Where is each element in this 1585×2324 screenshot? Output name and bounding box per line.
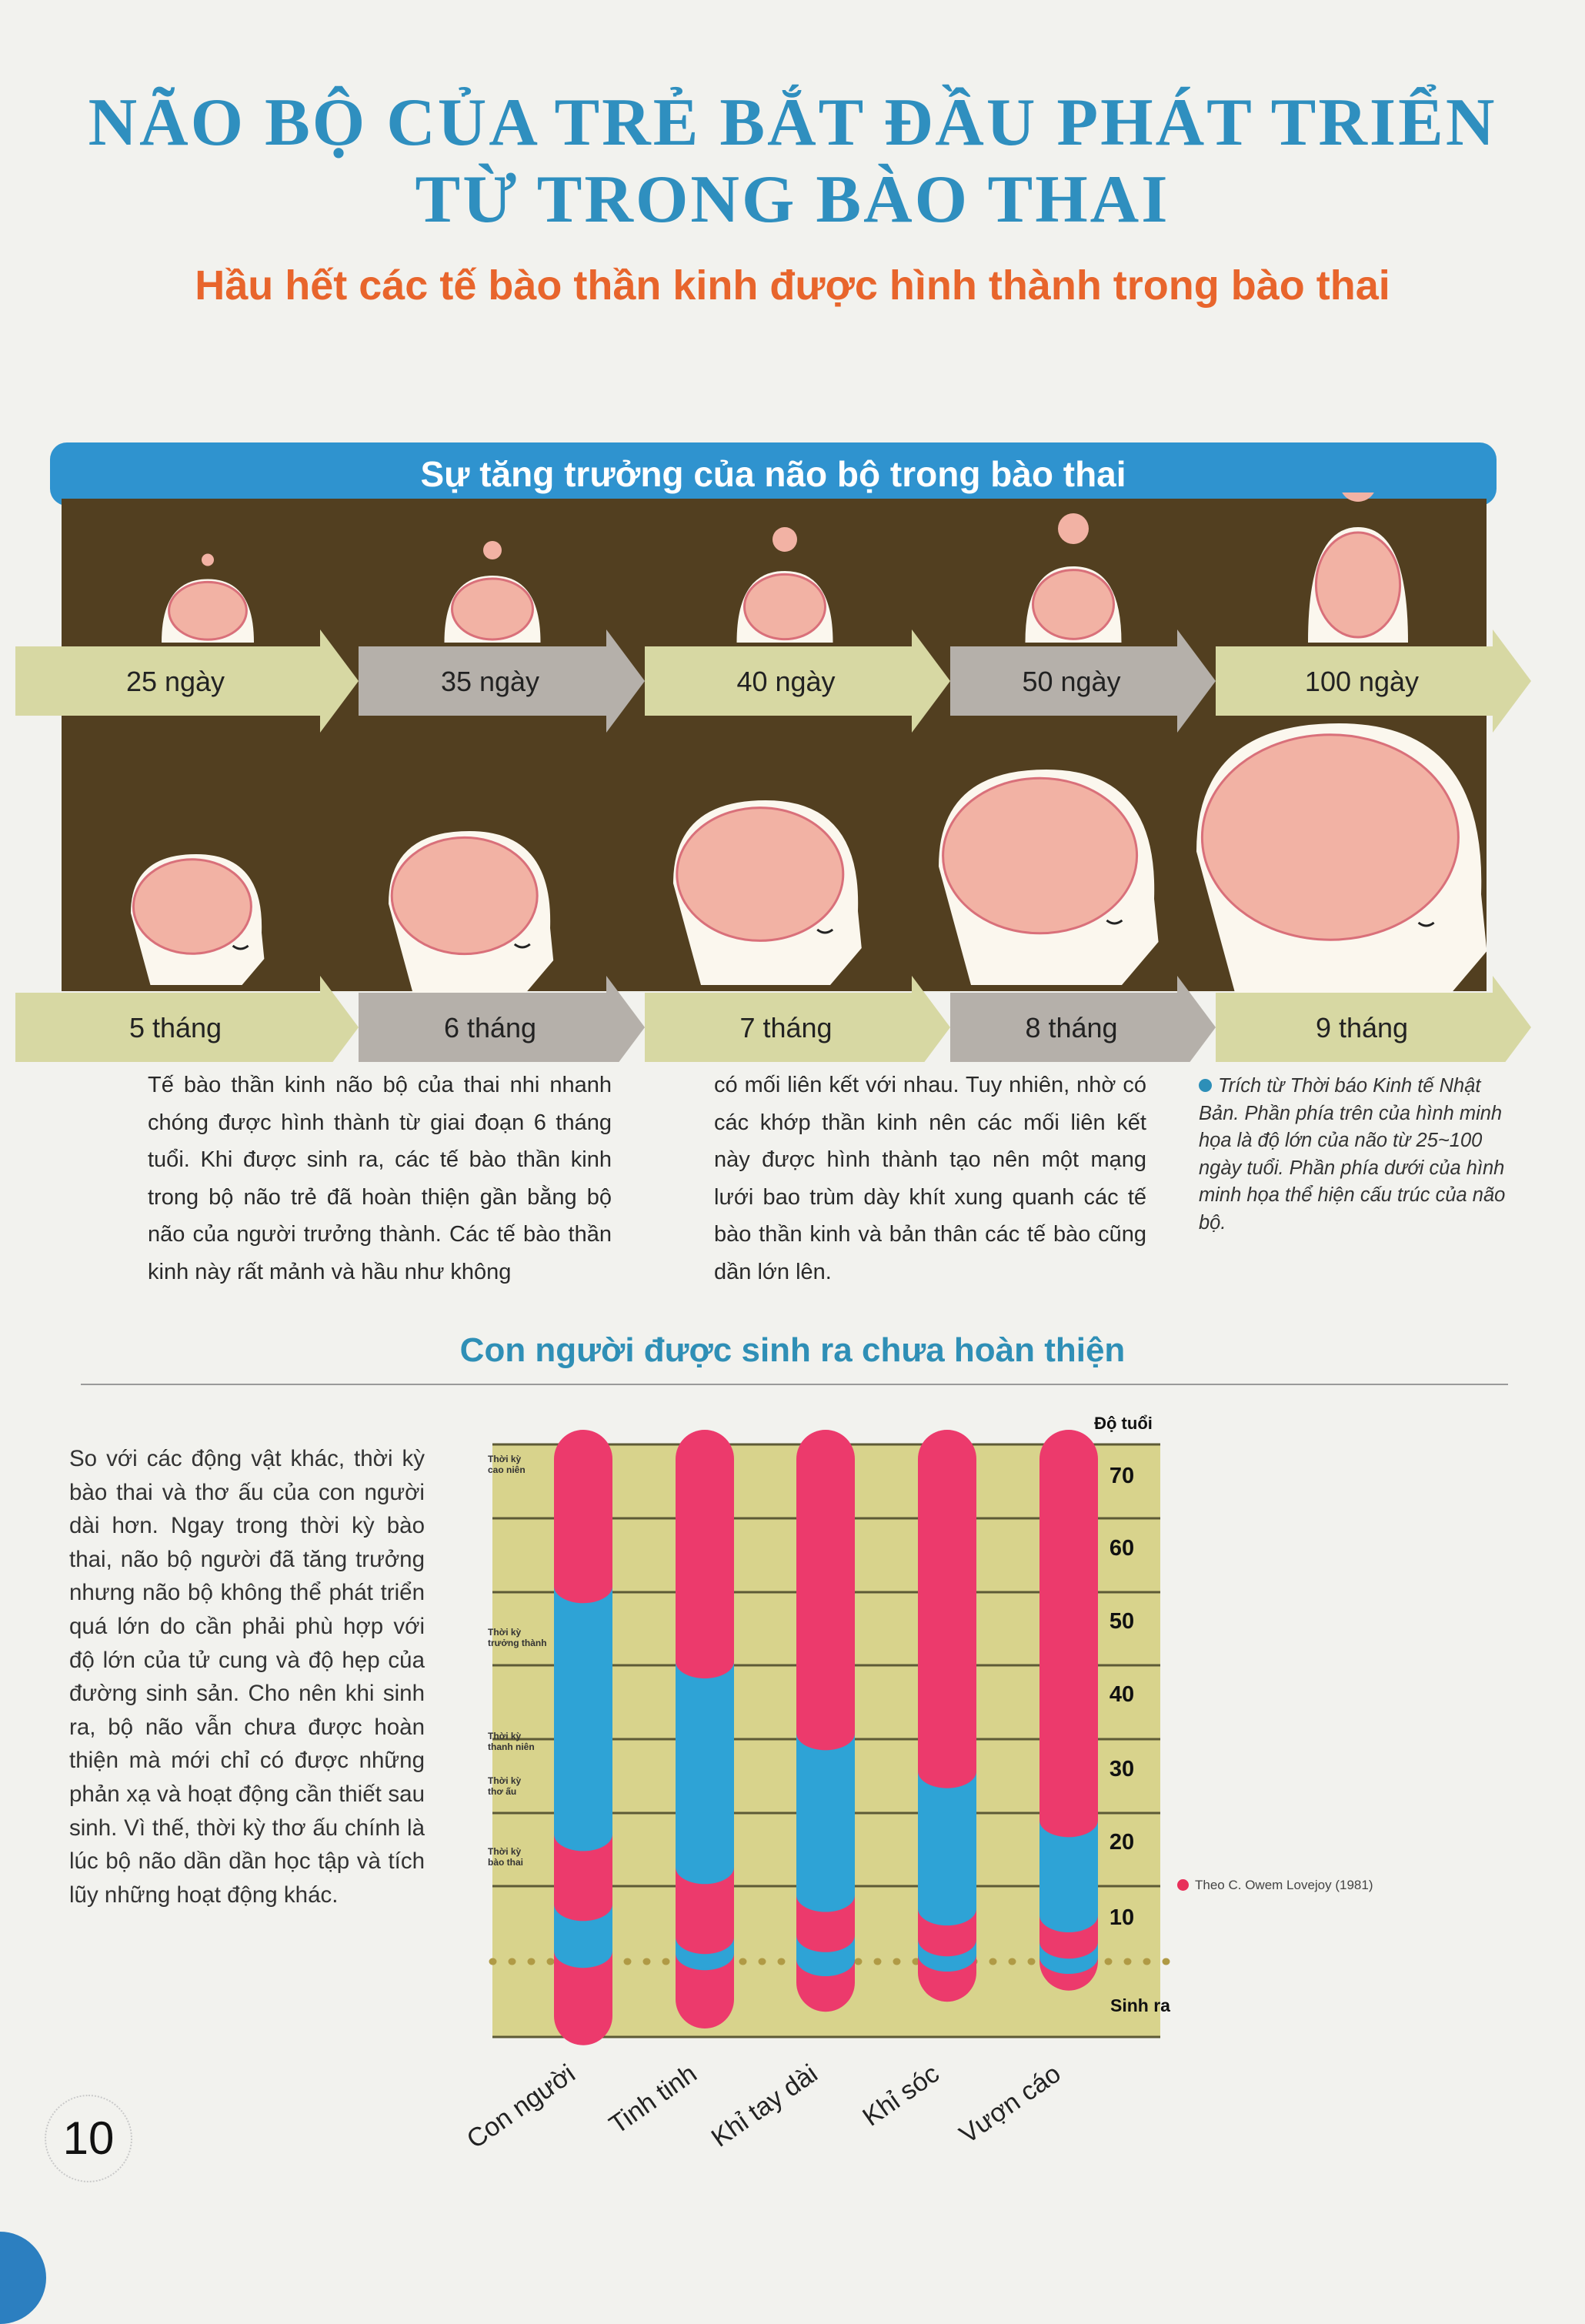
embryo-brain — [451, 577, 534, 641]
bar-segment — [554, 1586, 612, 1852]
embryo-brain — [168, 580, 248, 641]
title-line-1: NÃO BỘ CỦA TRẺ BẮT ĐẦU PHÁT TRIỂN — [88, 85, 1497, 160]
body-column-2: có mối liên kết với nhau. Tuy nhiên, nhờ… — [714, 1073, 1146, 1284]
fetus-brain — [132, 858, 252, 955]
closed-eye-icon — [1106, 919, 1123, 925]
phase-label: Thời kỳ trưởng thành — [488, 1627, 547, 1648]
x-tick-label: Khỉ tay dài — [706, 2059, 823, 2152]
body-column-1: Tế bào thần kinh não bộ của thai nhi nha… — [148, 1073, 612, 1284]
bar-segment — [918, 1430, 976, 1788]
closed-eye-icon — [232, 944, 249, 950]
x-tick-label: Vượn cáo — [954, 2059, 1066, 2149]
fetus-brain — [1200, 733, 1460, 941]
y-tick-label: 20 — [1110, 1830, 1134, 1855]
y-tick-label: 30 — [1110, 1757, 1134, 1781]
bullet-icon — [1177, 1879, 1189, 1891]
arrow-segment — [950, 629, 1216, 733]
bullet-icon — [1199, 1079, 1212, 1092]
bar-segment — [554, 1904, 612, 1968]
embryo-icon — [483, 541, 502, 559]
arrow-segment — [15, 976, 359, 1062]
stage-label: 9 tháng — [1316, 1012, 1408, 1043]
brain-growth-illustration: 25 ngày 35 ngày 40 ngày 50 ngày 100 ngày 5 th… — [15, 493, 1531, 1062]
y-zero-label: Sinh ra — [1110, 1995, 1170, 2015]
embryo-icon — [772, 527, 797, 552]
embryo-brain — [1314, 531, 1402, 639]
embryo-brain — [1032, 569, 1115, 640]
stage-label: 50 ngày — [1022, 666, 1120, 697]
embryo-icon — [1058, 513, 1089, 544]
embryo-icon — [202, 553, 214, 566]
arrow-segment — [359, 976, 645, 1062]
bar-segment — [796, 1733, 855, 1912]
bar-segment — [554, 1430, 612, 1604]
phase-label: Thời kỳ thanh niên — [488, 1731, 535, 1752]
x-tick-label: Tinh tinh — [604, 2059, 702, 2139]
phase-label: Thời kỳ bào thai — [488, 1846, 523, 1868]
stage-label: 100 ngày — [1305, 666, 1419, 697]
section-heading: Con người được sinh ra chưa hoàn thiện — [459, 1331, 1126, 1369]
closed-eye-icon — [816, 928, 834, 934]
arrow-segment — [950, 976, 1216, 1062]
closed-eye-icon — [1417, 921, 1435, 927]
closed-eye-icon — [513, 943, 531, 949]
page-number: 10 — [45, 2095, 132, 2182]
x-tick-label: Khỉ sóc — [857, 2059, 944, 2132]
bar-segment — [676, 1867, 734, 1955]
title-line-2: TỪ TRONG BÀO THAI — [415, 162, 1170, 237]
arrow-segment — [645, 629, 950, 733]
arrow-segment — [15, 629, 359, 733]
stage-label: 40 ngày — [736, 666, 835, 697]
bar-segment — [1039, 1430, 1098, 1838]
fetus-brain — [390, 836, 539, 956]
bar-segment — [676, 1430, 734, 1679]
stage-label: 25 ngày — [126, 666, 225, 697]
section-paragraph: So với các động vật khác, thời kỳ bào th… — [69, 1446, 425, 1908]
section-divider — [81, 1384, 1508, 1385]
bar-segment — [676, 1953, 734, 2028]
stage-label: 7 tháng — [739, 1012, 832, 1043]
bar-segment — [918, 1771, 976, 1926]
y-tick-label: 50 — [1110, 1609, 1134, 1634]
fetus-brain — [676, 806, 845, 942]
arrow-segment — [1216, 629, 1531, 733]
x-tick-label: Con người — [462, 2059, 581, 2154]
stage-label: 35 ngày — [441, 666, 539, 697]
y-tick-label: 40 — [1110, 1682, 1134, 1707]
embryo-icon — [1342, 493, 1374, 502]
fetus-brain — [942, 776, 1139, 935]
caption-text: Trích từ Thời báo Kinh tế Nhật Bản. Phần… — [1199, 1075, 1506, 1234]
figure-caption: Trích từ Thời báo Kinh tế Nhật Bản. Phần… — [1199, 1073, 1507, 1237]
y-tick-label: 70 — [1110, 1464, 1134, 1488]
y-tick-label: 60 — [1110, 1536, 1134, 1561]
bar-segment — [676, 1661, 734, 1885]
arrow-segment — [645, 976, 950, 1062]
bar-segment — [1039, 1820, 1098, 1932]
y-axis-title: Độ tuổi — [1094, 1414, 1153, 1433]
bar-segment — [554, 1951, 612, 2045]
bar-segment — [554, 1834, 612, 1922]
source-text: Theo C. Owem Lovejoy (1981) — [1195, 1878, 1373, 1892]
figure-banner: Sự tăng trưởng của não bộ trong bào thai — [50, 442, 1497, 506]
stage-label: 6 tháng — [444, 1012, 536, 1043]
page-title: NÃO BỘ CỦA TRẺ BẮT ĐẦU PHÁT TRIỂN TỪ TRO… — [0, 85, 1585, 239]
stage-label: 8 tháng — [1025, 1012, 1117, 1043]
page-subtitle: Hầu hết các tế bào thần kinh được hình t… — [195, 262, 1390, 309]
arrow-segment — [359, 629, 645, 733]
chart-source: Theo C. Owem Lovejoy (1981) — [1177, 1878, 1373, 1893]
embryo-brain — [743, 573, 826, 641]
y-tick-label: 10 — [1110, 1905, 1134, 1930]
phase-label: Thời kỳ thơ ấu — [488, 1775, 522, 1797]
phase-label: Thời kỳ cao niên — [488, 1454, 526, 1475]
bar-segment — [796, 1430, 855, 1751]
stage-label: 5 tháng — [129, 1012, 222, 1043]
arrow-segment — [1216, 976, 1531, 1062]
